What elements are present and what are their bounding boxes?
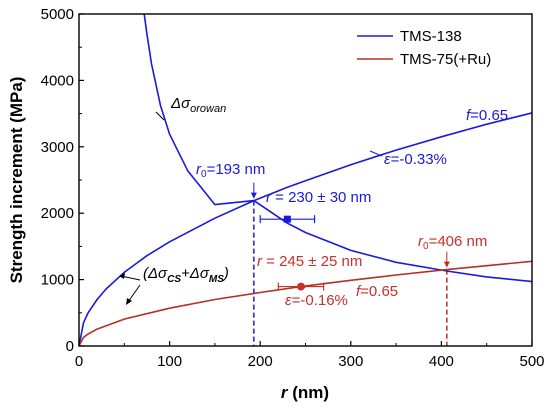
- annotations: Δσorowan (ΔσCS+ΔσMS) r0=193 nm r0=406 nm…: [143, 95, 508, 309]
- cs-ms-leader-red: [127, 284, 141, 303]
- eps-blue-rest: =-0.33%: [391, 151, 447, 168]
- annotation-leaders: [119, 111, 383, 305]
- r-blue-rest: = 230 ± 30 nm: [271, 189, 371, 206]
- y-tick-label-3: 3000: [41, 139, 74, 156]
- r-blue-label: r = 230 ± 30 nm: [266, 189, 371, 206]
- r-red-rest: = 245 ± 25 nm: [262, 253, 362, 270]
- eps-blue-label: ε=-0.33%: [384, 151, 447, 168]
- crossover-arrowhead-1: [443, 261, 450, 268]
- r0-blue-rest: =193 nm: [207, 161, 266, 178]
- orowan-leader: [155, 111, 165, 121]
- marker-0: [283, 215, 291, 223]
- y-tick-label-1: 1000: [41, 272, 74, 289]
- x-axis-title-var: r: [281, 383, 289, 402]
- series-line-2: [79, 260, 532, 346]
- y-axis-title: Strength increment (MPa): [7, 77, 26, 284]
- f-red-rest: =0.65: [360, 283, 398, 300]
- x-tick-label-0: 0: [75, 353, 83, 370]
- f-blue-label: f=0.65: [466, 107, 508, 124]
- cs-ms-arrow-blue: [119, 273, 125, 279]
- x-tick-label-4: 400: [429, 353, 454, 370]
- eps-red-leader: [297, 286, 307, 290]
- eps-blue-leader: [369, 150, 383, 157]
- orowan-main: Δσ: [170, 95, 191, 112]
- r0-blue-sub: 0: [201, 169, 207, 180]
- r0-red-var: r: [418, 233, 424, 250]
- series-line-1: [143, 14, 532, 283]
- r-red-label: r = 245 ± 25 nm: [257, 253, 362, 270]
- r0-blue-label: r0=193 nm: [196, 161, 265, 180]
- cs-ms-mid: +Δσ: [181, 265, 210, 282]
- eps-red-label: ε=-0.16%: [285, 292, 348, 309]
- r0-red-label: r0=406 nm: [418, 233, 487, 252]
- crossover-arrowhead-0: [250, 192, 257, 199]
- curves-layer: [79, 14, 532, 346]
- y-tick-label-5: 5000: [41, 6, 74, 23]
- y-tick-label-0: 0: [66, 338, 74, 355]
- cs-ms-sub1: CS: [167, 274, 181, 285]
- x-tick-label-5: 500: [519, 353, 544, 370]
- f-red-var: f: [356, 283, 362, 300]
- r-blue-var: r: [266, 189, 272, 206]
- y-tick-label-2: 2000: [41, 205, 74, 222]
- cs-ms-lead: (Δσ: [143, 265, 168, 282]
- r0-red-sub: 0: [423, 241, 429, 252]
- r0-red-rest: =406 nm: [429, 233, 488, 250]
- r0-blue-var: r: [196, 161, 202, 178]
- cs-ms-label: (ΔσCS+ΔσMS): [143, 265, 229, 285]
- series-line-0: [79, 112, 532, 346]
- r-red-var: r: [257, 253, 263, 270]
- eps-red-rest: =-0.16%: [292, 292, 348, 309]
- cs-ms-sub2: MS: [209, 274, 224, 285]
- f-red-label: f=0.65: [356, 283, 398, 300]
- x-axis-title: r (nm): [281, 383, 329, 402]
- x-tick-label-2: 200: [248, 353, 273, 370]
- legend-label-tms138: TMS-138: [400, 28, 462, 45]
- orowan-sub: orowan: [190, 103, 226, 115]
- cs-ms-arrow-red: [126, 298, 132, 305]
- y-tick-label-4: 4000: [41, 72, 74, 89]
- legend-label-tms75: TMS-75(+Ru): [400, 51, 491, 68]
- orowan-label: Δσorowan: [170, 95, 226, 115]
- x-tick-label-3: 300: [338, 353, 363, 370]
- f-blue-var: f: [466, 107, 472, 124]
- cs-ms-tail: ): [222, 265, 229, 282]
- eps-red-var: ε: [285, 292, 292, 309]
- x-axis-title-unit: (nm): [288, 383, 330, 402]
- x-tick-label-1: 100: [157, 353, 182, 370]
- legend: TMS-138 TMS-75(+Ru): [357, 28, 491, 68]
- eps-blue-var: ε: [384, 151, 391, 168]
- f-blue-rest: =0.65: [470, 107, 508, 124]
